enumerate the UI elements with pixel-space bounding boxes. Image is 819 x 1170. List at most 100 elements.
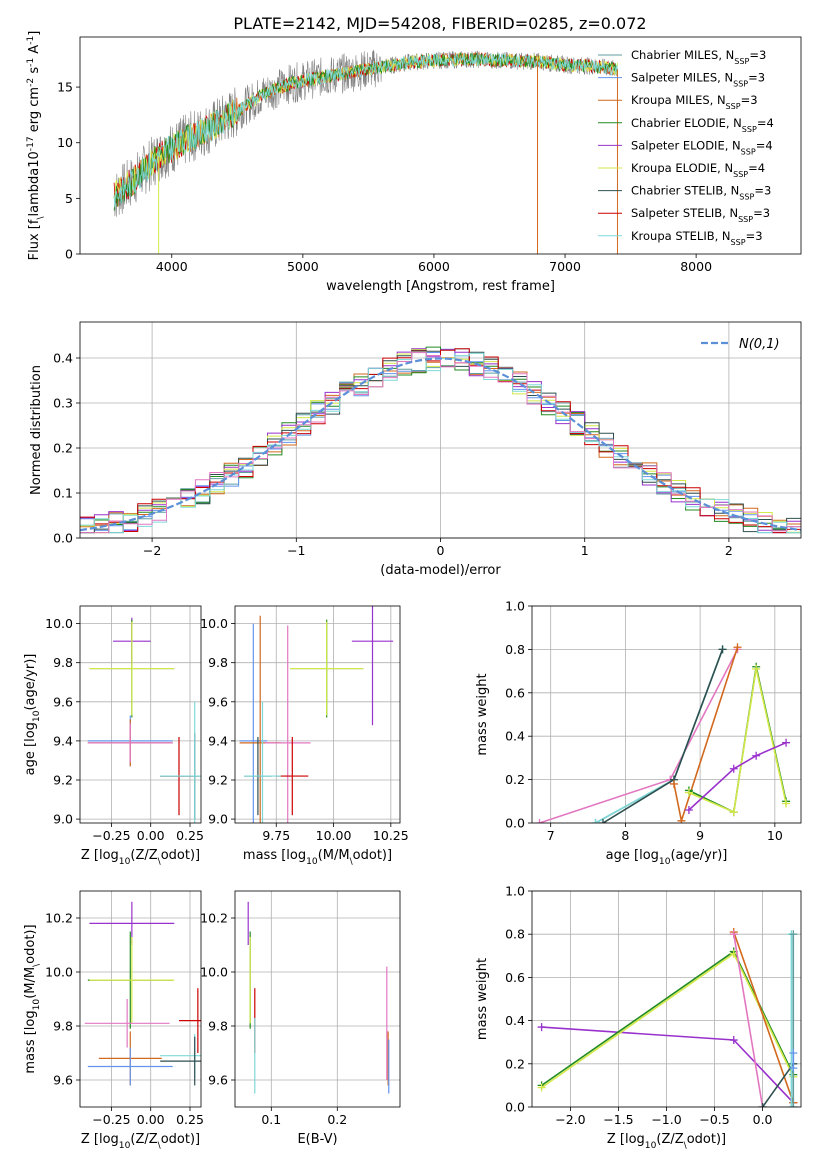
legend-entry: Kroupa STELIB, NSSP=3: [631, 229, 763, 247]
model-spectrum: [113, 53, 618, 208]
histogram-step: [80, 352, 801, 534]
y-axis-label: mass weight: [475, 673, 490, 755]
x-tick-label: 10.25: [373, 828, 409, 843]
weight-marker: [729, 930, 738, 939]
y-tick-label: 10.0: [200, 616, 228, 631]
weight-line: [733, 934, 764, 1107]
axes-mass_vs_Z: −0.25 0.00 0.25 9.6 9.8 10.0 10.2 Z [log10(Z/Z\…: [23, 890, 204, 1151]
weight-marker: [789, 930, 798, 939]
y-tick-label: 0.0: [505, 816, 525, 831]
weight-marker: [729, 1036, 738, 1045]
y-axis-label: Normed distribution: [29, 365, 44, 495]
y-tick-label: 0.2: [505, 1056, 525, 1071]
x-tick-label: 0.0: [753, 1112, 773, 1127]
y-tick-label: 0.2: [505, 772, 525, 787]
y-tick-label: 0.4: [505, 1013, 525, 1028]
y-tick-label: 0.4: [53, 351, 73, 366]
axes-frame: [234, 605, 401, 824]
y-tick-label: 1.0: [505, 884, 525, 899]
y-tick-label: 9.2: [208, 772, 228, 787]
weight-marker: [789, 1103, 798, 1107]
y-tick-label: 10.0: [45, 616, 73, 631]
axes-spectrum: 4000 5000 6000 7000 8000 0 5 10 15 wavelength [An…: [26, 31, 802, 294]
y-tick-label: 9.4: [208, 733, 228, 748]
x-tick-label: 1: [581, 543, 589, 558]
x-tick-label: −0.25: [92, 828, 130, 843]
weight-marker: [782, 799, 791, 808]
axes-frame: [79, 890, 202, 1108]
y-axis-label: mass [log10(M/M\odot)]: [23, 924, 42, 1073]
weight-line: [688, 741, 787, 811]
x-tick-label: 0.25: [176, 1112, 204, 1127]
y-tick-label: 10.0: [45, 965, 73, 980]
x-tick-label: 9.75: [262, 828, 290, 843]
x-tick-label: 0.00: [137, 828, 165, 843]
legend-entry: Chabrier STELIB, NSSP=3: [631, 184, 771, 202]
figure-title: PLATE=2142, MJD=54208, FIBERID=0285, z=0…: [233, 14, 646, 33]
weight-marker: [598, 819, 607, 823]
y-tick-label: 10.0: [200, 965, 228, 980]
x-tick-label: −1: [287, 543, 305, 558]
axes-mass_vs_EBV: 0.1 0.2 9.6 9.8 10.0 10.2 E(B-V): [200, 890, 401, 1147]
x-tick-label: 8: [621, 828, 629, 843]
plot-area: [239, 606, 394, 823]
y-tick-label: 9.6: [208, 694, 228, 709]
weight-marker: [787, 1103, 796, 1107]
x-tick-label: −1.0: [651, 1112, 681, 1127]
weight-marker: [684, 805, 693, 814]
x-tick-label: 7: [547, 828, 555, 843]
x-axis-label: E(B-V): [297, 1132, 337, 1147]
axes-age_vs_Z: −0.25 0.00 0.25 9.0 9.2 9.4 9.6 9.8 10.0 Z [log10…: [23, 605, 204, 867]
plot-area: [84, 901, 201, 1086]
weight-line: [761, 1063, 794, 1107]
y-tick-label: 0.6: [505, 970, 525, 985]
y-tick-label: 10.2: [45, 911, 73, 926]
y-tick-label: 0.1: [53, 486, 73, 501]
weight-marker: [752, 664, 761, 673]
weight-marker: [718, 645, 727, 654]
weight-marker: [789, 1064, 798, 1073]
x-tick-label: 0: [437, 543, 445, 558]
y-tick-label: 9.0: [53, 812, 73, 827]
y-tick-label: 9.6: [53, 1073, 73, 1088]
x-tick-label: 6000: [418, 259, 450, 274]
x-axis-label: wavelength [Angstrom, rest frame]: [326, 279, 555, 294]
legend-entry: Salpeter MILES, NSSP=3: [631, 71, 765, 89]
weight-marker: [669, 779, 678, 788]
weight-marker: [752, 751, 761, 760]
legend-entry: Chabrier ELODIE, NSSP=4: [631, 116, 774, 134]
y-tick-label: 9.8: [53, 1019, 73, 1034]
y-tick-label: 9.0: [208, 812, 228, 827]
plot-area: [537, 928, 798, 1107]
y-tick-label: 0.3: [53, 396, 73, 411]
x-tick-label: 0.25: [176, 828, 204, 843]
y-tick-label: 9.8: [208, 655, 228, 670]
y-tick-label: 9.8: [53, 655, 73, 670]
x-tick-label: −0.25: [92, 1112, 130, 1127]
x-tick-label: 2: [725, 543, 733, 558]
weight-marker: [789, 1049, 798, 1057]
y-tick-label: 9.6: [208, 1073, 228, 1088]
weight-marker: [535, 819, 544, 823]
weight-marker: [591, 819, 600, 823]
legend-entry: Kroupa ELODIE, NSSP=4: [631, 161, 765, 179]
y-tick-label: 10.2: [200, 911, 228, 926]
y-tick-label: 5: [65, 191, 73, 206]
y-axis-label: age [log10(age/yr)]: [23, 654, 42, 776]
axes-frame: [234, 890, 401, 1108]
legend-entry: Chabrier MILES, NSSP=3: [631, 48, 766, 66]
y-tick-label: 0.6: [505, 685, 525, 700]
plot-area: [87, 617, 201, 823]
axes-frame: [79, 36, 802, 255]
x-tick-label: 7000: [549, 259, 581, 274]
x-axis-label: Z [log10(Z/Z\odot)]: [81, 1132, 200, 1151]
x-axis-label: Z [log10(Z/Z\odot)]: [81, 848, 200, 867]
y-tick-label: 10: [57, 135, 73, 150]
x-tick-label: 0.00: [137, 1112, 165, 1127]
y-tick-label: 15: [57, 80, 73, 95]
axes-frame: [531, 605, 802, 824]
y-tick-label: 0.8: [505, 642, 525, 657]
y-tick-label: 0.4: [505, 729, 525, 744]
x-tick-label: −1.5: [603, 1112, 633, 1127]
x-tick-label: 9: [696, 828, 704, 843]
